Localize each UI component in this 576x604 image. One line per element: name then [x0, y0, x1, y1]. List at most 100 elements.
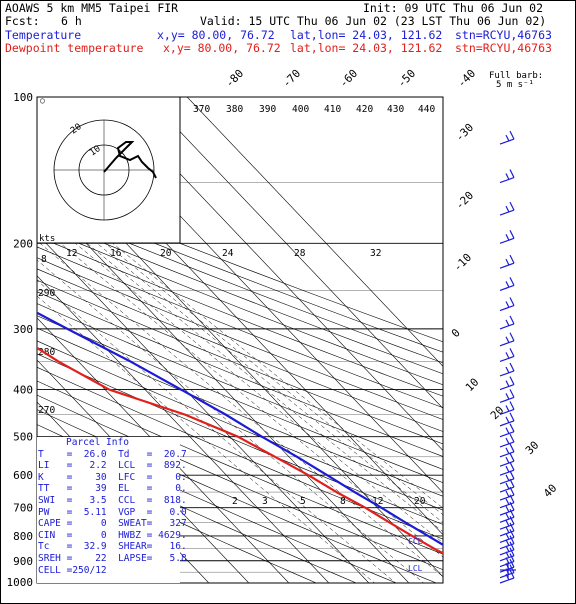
parcel-info-row: Tc = 32.9 SHEAR= 16.	[38, 541, 187, 553]
pressure-tick-600: 600	[13, 469, 33, 482]
wind-barb-775	[499, 515, 515, 530]
mixing-ratio-5	[37, 259, 425, 583]
theta-label-430: 430	[387, 104, 404, 115]
wind-barb-175	[499, 201, 515, 216]
wind-barb-800	[499, 522, 515, 537]
parcel-info-row: SWI = 3.5 CCL = 818.	[38, 494, 187, 506]
wind-barb-125	[499, 130, 515, 145]
mixing-label-top-20: 20	[160, 248, 172, 259]
dry-adiabat-410	[37, 246, 443, 409]
valid-time: Valid: 15 UTC Thu 06 Jun 02 (23 LST Thu …	[200, 14, 547, 28]
mixing-ratio-20	[45, 208, 443, 533]
pressure-tick-300: 300	[13, 323, 33, 336]
dry-adiabat-350	[37, 315, 443, 484]
right-temp-label--10: -10	[451, 251, 474, 274]
theta-label-440: 440	[418, 104, 435, 115]
sat-adiabat-label-280: 280	[38, 347, 55, 358]
mixing-ratio-8	[37, 240, 443, 577]
dry-adiabat-300	[37, 380, 443, 555]
hodograph-trace	[103, 141, 157, 179]
dry-adiabat-420	[37, 235, 443, 397]
init-time: Init: 09 UTC Thu 06 Jun 02	[363, 1, 544, 15]
isotherm--30	[37, 317, 290, 583]
top-temp-label--40: -40	[455, 67, 478, 90]
pressure-tick-200: 200	[13, 237, 33, 250]
pressure-tick-400: 400	[13, 384, 33, 397]
surface-wind-symbol	[500, 562, 516, 578]
wind-barb-250	[499, 277, 515, 291]
dry-adiabat-310	[37, 366, 443, 540]
mixing-ratio-12	[37, 223, 443, 558]
wind-barb-825	[499, 529, 515, 543]
mixing-ratio-2	[37, 295, 375, 583]
plot-border	[36, 96, 444, 584]
dry-adiabat-390	[37, 268, 443, 432]
hodograph: 20 10 kts	[36, 96, 181, 244]
right-temp-label-0: 0	[449, 326, 463, 340]
wind-barb-525	[499, 433, 515, 448]
wind-barb-225	[499, 254, 515, 269]
mixing-label-bottom-8: 8	[340, 496, 346, 507]
mixing-label-bottom-20: 20	[414, 496, 426, 507]
mixing-ratio-16	[37, 211, 443, 544]
sat-adiabat-label-8: 8	[41, 254, 47, 265]
hodograph-units: kts	[39, 234, 55, 244]
dry-adiabat-340	[37, 327, 443, 497]
mixing-label-top-28: 28	[294, 248, 306, 259]
wind-barb-600	[499, 461, 515, 476]
sat-adiabat-label-270: 270	[38, 405, 55, 416]
top-temp-label--70: -70	[280, 67, 303, 90]
theta-label-370: 370	[193, 104, 210, 115]
pressure-tick-900: 900	[13, 555, 33, 568]
dry-adiabat-370	[37, 291, 443, 457]
theta-label-380: 380	[226, 104, 243, 115]
wind-barb-550	[499, 443, 515, 458]
isotherm--10	[37, 233, 370, 583]
temperature-xy: x,y= 80.00, 76.72	[157, 28, 275, 42]
mixing-label-top-16: 16	[110, 248, 122, 259]
dewpoint-station: stn=RCYU,46763	[455, 41, 552, 55]
right-temp-label-40: 40	[541, 482, 560, 501]
wind-barb-275	[499, 297, 515, 312]
pressure-tick-800: 800	[13, 530, 33, 543]
wind-barb-750	[499, 509, 515, 523]
wind-barb-400	[499, 376, 515, 391]
theta-label-400: 400	[292, 104, 309, 115]
dry-adiabat-380	[37, 279, 443, 445]
wind-barb-500	[499, 423, 515, 438]
theta-label-390: 390	[259, 104, 276, 115]
wind-legend-line1: Full barb:	[489, 71, 544, 81]
theta-labels: 370 380 390 400 410 420 430 440	[193, 104, 435, 115]
parcel-info-title: Parcel Info	[66, 437, 129, 448]
right-temp-label--30: -30	[453, 121, 476, 144]
saturated-adiabat-labels: 8 290 280 270	[38, 254, 55, 416]
lcl-marker: LCL	[408, 564, 423, 573]
dewpoint-latlon: lat,lon= 24.03, 121.62	[290, 41, 443, 55]
wind-barb-375	[499, 362, 515, 377]
right-temp-label-10: 10	[463, 376, 482, 395]
wind-barb-450	[499, 401, 515, 416]
mixing-label-top-12: 12	[66, 248, 77, 259]
right-temp-label--20: -20	[453, 189, 476, 212]
mixing-ratio-3	[37, 280, 397, 583]
parcel-info-row: LI = 2.2 LCL = 892.	[38, 460, 187, 472]
parcel-info-text: Parcel Info T = 26.0 Td = 20.7 LI = 2.2 L…	[38, 437, 187, 583]
parcel-info-row: TT = 39 EL = 0.	[38, 483, 187, 495]
isotherm-40	[106, 97, 443, 451]
corner-mark: ○	[40, 96, 45, 105]
top-temperature-axis: -80 -70 -60 -50 -40	[223, 67, 478, 90]
parcel-info-row: CAPE = 0 SWEAT= 327	[38, 518, 187, 530]
parcel-info-row: K = 30 LFC = 0.	[38, 471, 187, 483]
wind-barb-200	[499, 230, 515, 244]
dewpoint-legend-label: Dewpoint temperature	[5, 41, 144, 55]
pressure-axis: 100 200 300 400 500 600 700 800 900 1000	[7, 91, 34, 589]
isotherm--20	[37, 275, 330, 583]
chart-title: AOAWS 5 km MM5 Taipei FIR	[5, 1, 179, 15]
temperature-latlon: lat,lon= 24.03, 121.62	[290, 28, 443, 42]
mixing-label-bottom-5: 5	[300, 496, 306, 507]
sounding-traces	[37, 97, 443, 583]
wind-barb-300	[499, 315, 515, 330]
isotherm-0	[37, 191, 410, 583]
dewpoint-xy: x,y= 80.00, 76.72	[163, 41, 281, 55]
